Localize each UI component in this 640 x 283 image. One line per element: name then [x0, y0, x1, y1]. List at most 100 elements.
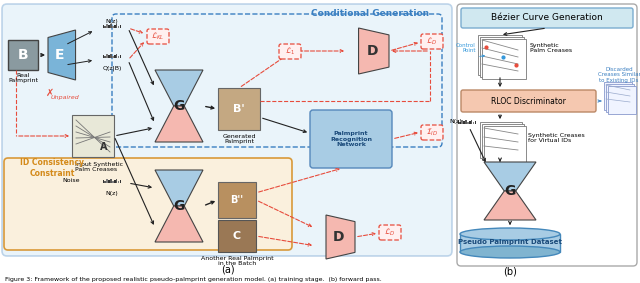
FancyBboxPatch shape — [421, 125, 443, 140]
Bar — [120, 180, 121, 183]
Ellipse shape — [460, 246, 560, 258]
FancyBboxPatch shape — [480, 37, 524, 77]
Bar — [469, 121, 470, 124]
FancyBboxPatch shape — [8, 40, 38, 70]
Text: RLOC Discriminator: RLOC Discriminator — [491, 97, 565, 106]
FancyBboxPatch shape — [482, 124, 524, 160]
Bar — [104, 181, 106, 183]
Bar — [106, 179, 108, 183]
FancyBboxPatch shape — [310, 110, 392, 168]
Bar — [102, 179, 104, 183]
Text: D: D — [367, 44, 378, 58]
Bar — [473, 121, 474, 124]
Text: $\mathcal{I}_{ID}$: $\mathcal{I}_{ID}$ — [426, 127, 438, 138]
Bar — [461, 120, 463, 124]
Text: Conditional Generation: Conditional Generation — [311, 8, 429, 18]
Bar — [471, 120, 472, 124]
FancyBboxPatch shape — [72, 115, 114, 157]
Bar — [475, 121, 476, 124]
FancyBboxPatch shape — [461, 8, 633, 28]
Text: Synthetic
Palm Creases: Synthetic Palm Creases — [530, 43, 572, 53]
Text: G: G — [173, 199, 185, 213]
Bar — [108, 25, 110, 28]
Ellipse shape — [460, 228, 560, 240]
Text: $\mathcal{L}_{D}$: $\mathcal{L}_{D}$ — [385, 227, 396, 238]
Bar — [120, 55, 121, 58]
FancyBboxPatch shape — [279, 44, 301, 59]
Bar — [102, 55, 104, 58]
Bar — [110, 179, 112, 183]
Text: Real
Palmprint: Real Palmprint — [8, 73, 38, 83]
Text: Discarded
Creases Similar
to Existing IDs: Discarded Creases Similar to Existing ID… — [598, 67, 640, 83]
Bar — [114, 25, 115, 28]
Polygon shape — [358, 28, 389, 74]
FancyBboxPatch shape — [604, 82, 632, 110]
Text: Unpaired: Unpaired — [51, 95, 79, 100]
Bar — [104, 25, 106, 28]
FancyBboxPatch shape — [606, 84, 634, 112]
Text: Figure 3: Framework of the proposed realistic pseudo-palmprint generation model.: Figure 3: Framework of the proposed real… — [5, 276, 382, 282]
Text: N(z): N(z) — [106, 20, 118, 25]
Polygon shape — [484, 191, 536, 220]
Text: B': B' — [233, 104, 245, 114]
Bar — [116, 179, 117, 183]
Text: $\mathcal{L}_{KL}$: $\mathcal{L}_{KL}$ — [151, 31, 164, 42]
Bar — [112, 26, 114, 28]
Text: Another Real Palmprint
in the Batch: Another Real Palmprint in the Batch — [201, 256, 273, 266]
Text: $\mathcal{L}_{D}$: $\mathcal{L}_{D}$ — [426, 36, 438, 47]
Text: B'': B'' — [230, 195, 244, 205]
FancyBboxPatch shape — [482, 39, 526, 79]
Bar — [114, 55, 115, 58]
Bar — [120, 25, 121, 28]
Bar — [108, 55, 110, 58]
FancyBboxPatch shape — [379, 225, 401, 240]
Text: Control
Point: Control Point — [456, 43, 476, 53]
FancyBboxPatch shape — [218, 182, 256, 218]
FancyBboxPatch shape — [461, 90, 596, 112]
Text: (b): (b) — [503, 266, 517, 276]
Text: $\mathcal{L}_{1}$: $\mathcal{L}_{1}$ — [285, 46, 295, 57]
Bar — [110, 53, 112, 58]
Text: B: B — [18, 48, 28, 62]
Bar — [116, 24, 117, 28]
Polygon shape — [48, 30, 76, 80]
Bar — [106, 24, 108, 28]
Bar — [112, 56, 114, 58]
FancyBboxPatch shape — [480, 122, 522, 158]
Bar — [118, 25, 119, 28]
Text: N(z): N(z) — [449, 119, 462, 123]
Text: G: G — [173, 99, 185, 113]
Text: Pseudo Palmprint Dataset: Pseudo Palmprint Dataset — [458, 239, 562, 245]
Text: Input Synthetic
Palm Creases: Input Synthetic Palm Creases — [75, 162, 123, 172]
Bar — [458, 121, 459, 124]
Bar — [112, 181, 114, 183]
Bar — [465, 119, 467, 124]
Text: N(z): N(z) — [106, 190, 118, 196]
Polygon shape — [326, 215, 355, 259]
Text: A: A — [100, 142, 108, 151]
FancyBboxPatch shape — [218, 88, 260, 130]
FancyBboxPatch shape — [147, 29, 169, 44]
Text: Generated
Palmprint: Generated Palmprint — [222, 134, 256, 144]
Text: (a): (a) — [221, 265, 235, 275]
Bar — [106, 54, 108, 58]
Text: Noise: Noise — [63, 179, 80, 183]
Text: E: E — [54, 48, 64, 62]
Bar — [460, 121, 461, 124]
Polygon shape — [155, 106, 203, 142]
Bar — [104, 55, 106, 58]
Polygon shape — [155, 70, 203, 106]
Polygon shape — [155, 170, 203, 206]
Text: ✗: ✗ — [46, 88, 54, 98]
Text: G: G — [504, 184, 516, 198]
Polygon shape — [484, 162, 536, 191]
FancyBboxPatch shape — [478, 35, 522, 75]
Bar — [110, 23, 112, 28]
Bar — [114, 179, 115, 183]
FancyBboxPatch shape — [457, 4, 637, 266]
Bar — [467, 122, 468, 124]
Bar — [463, 121, 465, 124]
FancyBboxPatch shape — [460, 234, 560, 252]
FancyBboxPatch shape — [421, 34, 443, 49]
FancyBboxPatch shape — [218, 220, 256, 252]
